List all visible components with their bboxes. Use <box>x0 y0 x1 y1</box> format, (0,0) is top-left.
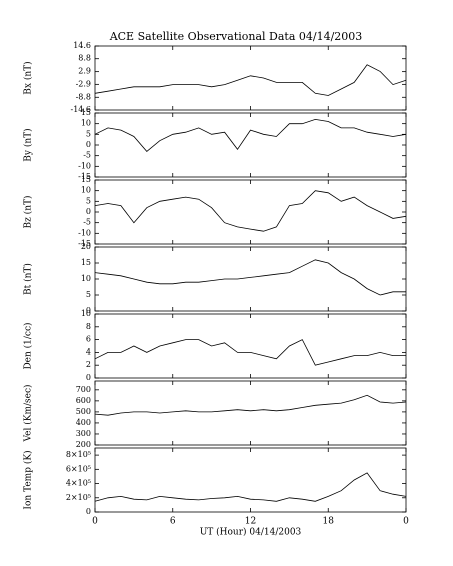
y-tick-label: 5 <box>86 290 91 299</box>
y-tick-label: 5 <box>86 129 91 138</box>
panel-frame <box>94 313 407 379</box>
panel-frame <box>94 179 407 245</box>
data-line <box>94 472 407 502</box>
y-tick-label: 700 <box>76 385 91 394</box>
y-tick-label: 0 <box>86 507 91 516</box>
y-tick-label: -14.6 <box>70 105 91 114</box>
x-tick-label: 18 <box>323 517 335 527</box>
y-tick-label: -2.9 <box>76 79 91 88</box>
y-tick-label: -5 <box>83 151 91 160</box>
y-axis-label: Bx (nT) <box>23 61 34 94</box>
y-tick-label: -5 <box>83 218 91 227</box>
x-axis-label: UT (Hour) 04/14/2003 <box>200 527 302 538</box>
data-line <box>94 259 406 296</box>
y-tick-label: 0 <box>86 207 91 216</box>
y-tick-label: 20 <box>81 242 91 251</box>
y-tick-label: 4×10⁵ <box>66 479 91 488</box>
y-axis-label: Den (1/cc) <box>23 322 34 369</box>
y-tick-label: 10 <box>81 119 91 128</box>
panel-frame <box>94 45 407 111</box>
y-tick-label: 300 <box>76 429 91 438</box>
x-tick-label: 6 <box>170 517 176 527</box>
panel-frame <box>94 246 407 312</box>
y-tick-label: 10 <box>81 309 91 318</box>
y-tick-label: 400 <box>76 418 91 427</box>
y-tick-label: 0 <box>86 373 91 382</box>
y-tick-label: -15 <box>78 172 91 181</box>
y-tick-label: 0 <box>86 306 91 315</box>
y-tick-label: 2.9 <box>78 67 91 76</box>
data-line <box>94 64 407 96</box>
y-tick-label: -8.8 <box>76 92 91 101</box>
y-tick-label: -15 <box>78 239 91 248</box>
y-tick-label: 10 <box>81 186 91 195</box>
y-tick-label: 15 <box>81 175 91 184</box>
data-line <box>94 190 407 232</box>
y-tick-label: 14.6 <box>73 41 91 50</box>
panel-frame <box>94 380 407 446</box>
y-tick-label: 2 <box>86 360 91 369</box>
y-tick-label: 5 <box>86 196 91 205</box>
y-tick-label: -10 <box>78 228 91 237</box>
y-tick-label: -10 <box>78 161 91 170</box>
y-axis-label: Ion Temp (K) <box>23 450 34 509</box>
y-tick-label: 4 <box>86 347 91 356</box>
y-tick-label: 200 <box>76 440 91 449</box>
y-tick-label: 15 <box>81 108 91 117</box>
y-axis-label: By (nT) <box>23 128 34 161</box>
chart-title: ACE Satellite Observational Data 04/14/2… <box>109 30 363 43</box>
x-tick-label: 0 <box>92 517 98 527</box>
y-tick-label: 15 <box>81 258 91 267</box>
x-tick-label: 12 <box>245 517 256 527</box>
y-tick-label: 8 <box>86 322 91 331</box>
panel-frame <box>94 447 407 513</box>
y-tick-label: 6 <box>86 335 91 344</box>
y-axis-label: Bt (nT) <box>23 263 34 295</box>
y-tick-label: 600 <box>76 396 91 405</box>
y-tick-label: 0 <box>86 140 91 149</box>
x-tick-label: 0 <box>403 517 409 527</box>
y-axis-label: Bz (nT) <box>23 195 34 228</box>
y-tick-label: 6×10⁵ <box>66 464 91 473</box>
y-tick-label: 8×10⁵ <box>66 450 91 459</box>
y-tick-label: 8.8 <box>78 54 91 63</box>
y-tick-label: 2×10⁵ <box>66 493 91 502</box>
y-tick-label: 10 <box>81 274 91 283</box>
data-line <box>94 118 407 152</box>
y-tick-label: 500 <box>76 407 91 416</box>
data-line <box>94 394 407 416</box>
y-axis-label: Vel (Km/sec) <box>23 384 34 442</box>
data-line <box>94 339 406 366</box>
